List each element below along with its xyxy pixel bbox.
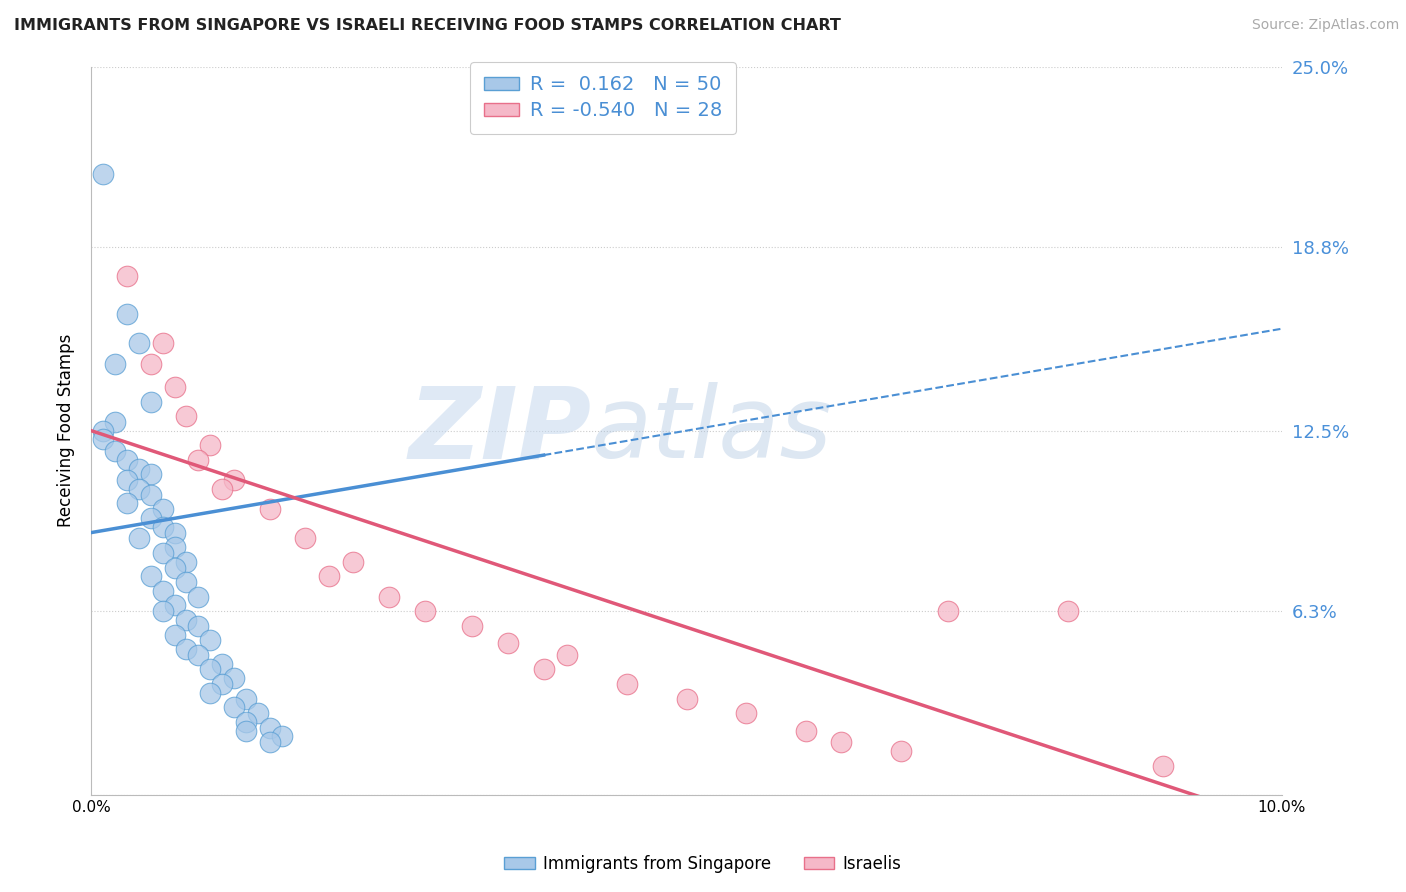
Point <box>163 540 186 554</box>
Point <box>211 482 233 496</box>
Legend: Immigrants from Singapore, Israelis: Immigrants from Singapore, Israelis <box>498 848 908 880</box>
Point <box>259 502 281 516</box>
Point <box>211 677 233 691</box>
Point <box>200 663 222 677</box>
Point <box>104 357 127 371</box>
Point <box>139 488 162 502</box>
Point <box>200 686 222 700</box>
Point <box>152 336 174 351</box>
Point <box>557 648 579 662</box>
Point <box>115 269 138 284</box>
Point <box>115 307 138 321</box>
Point <box>139 357 162 371</box>
Point <box>616 677 638 691</box>
Point <box>235 691 257 706</box>
Point <box>735 706 758 720</box>
Point <box>890 744 912 758</box>
Point <box>152 520 174 534</box>
Point <box>294 532 316 546</box>
Point <box>200 438 222 452</box>
Point <box>139 394 162 409</box>
Point <box>222 671 245 685</box>
Point <box>246 706 269 720</box>
Point <box>115 452 138 467</box>
Point <box>938 604 960 618</box>
Point <box>675 691 697 706</box>
Point <box>200 633 222 648</box>
Point <box>318 569 340 583</box>
Point <box>211 657 233 671</box>
Point <box>115 473 138 487</box>
Point <box>342 555 364 569</box>
Point <box>259 721 281 735</box>
Point <box>104 444 127 458</box>
Point <box>104 415 127 429</box>
Point <box>830 735 852 749</box>
Point <box>163 525 186 540</box>
Y-axis label: Receiving Food Stamps: Receiving Food Stamps <box>58 334 75 527</box>
Point <box>128 532 150 546</box>
Point <box>128 336 150 351</box>
Point <box>163 560 186 574</box>
Point <box>176 613 198 627</box>
Point <box>533 663 555 677</box>
Point <box>235 723 257 738</box>
Point <box>91 433 114 447</box>
Point <box>152 583 174 598</box>
Point <box>139 569 162 583</box>
Point <box>222 473 245 487</box>
Point <box>413 604 436 618</box>
Point <box>235 714 257 729</box>
Point <box>163 599 186 613</box>
Point <box>176 575 198 590</box>
Text: Source: ZipAtlas.com: Source: ZipAtlas.com <box>1251 18 1399 32</box>
Point <box>163 380 186 394</box>
Point <box>128 482 150 496</box>
Text: atlas: atlas <box>592 382 832 479</box>
Point <box>1056 604 1078 618</box>
Point <box>139 467 162 482</box>
Point <box>163 627 186 641</box>
Point <box>187 619 209 633</box>
Point <box>128 461 150 475</box>
Point <box>176 409 198 423</box>
Text: ZIP: ZIP <box>408 382 592 479</box>
Point <box>91 424 114 438</box>
Point <box>152 604 174 618</box>
Point <box>794 723 817 738</box>
Point <box>222 700 245 714</box>
Legend: R =  0.162   N = 50, R = -0.540   N = 28: R = 0.162 N = 50, R = -0.540 N = 28 <box>470 62 737 134</box>
Point <box>139 511 162 525</box>
Point <box>187 648 209 662</box>
Point <box>176 642 198 657</box>
Point <box>91 167 114 181</box>
Point <box>378 590 401 604</box>
Text: IMMIGRANTS FROM SINGAPORE VS ISRAELI RECEIVING FOOD STAMPS CORRELATION CHART: IMMIGRANTS FROM SINGAPORE VS ISRAELI REC… <box>14 18 841 33</box>
Point <box>176 555 198 569</box>
Point <box>496 636 519 650</box>
Point <box>187 452 209 467</box>
Point <box>152 546 174 560</box>
Point <box>152 502 174 516</box>
Point <box>461 619 484 633</box>
Point <box>115 496 138 510</box>
Point <box>270 730 292 744</box>
Point <box>1152 758 1174 772</box>
Point <box>259 735 281 749</box>
Point <box>187 590 209 604</box>
